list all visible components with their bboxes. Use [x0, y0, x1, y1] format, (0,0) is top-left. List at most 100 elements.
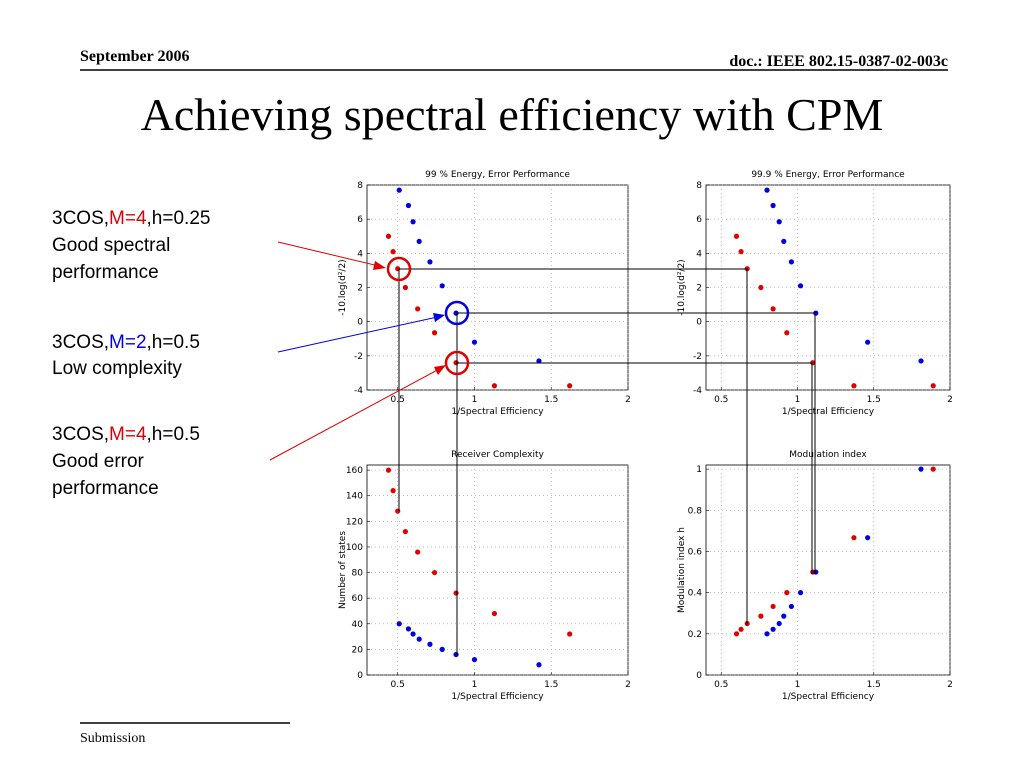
point	[810, 360, 816, 366]
point	[416, 636, 422, 642]
header-date: September 2006	[80, 48, 189, 65]
y-tick-label: 0	[357, 318, 363, 328]
point	[813, 569, 819, 575]
point	[764, 631, 770, 637]
point	[567, 383, 573, 389]
x-tick-label: 1	[795, 395, 801, 405]
y-axis-label: -10.log(d²/2)	[677, 259, 687, 315]
plot-area	[366, 184, 629, 391]
point	[781, 238, 787, 244]
y-axis-label: -10.log(d²/2)	[338, 259, 348, 315]
x-axis-label: 1/Spectral Efficiency	[451, 692, 544, 702]
point	[395, 508, 401, 514]
y-tick-label: 4	[357, 249, 363, 259]
point	[738, 626, 744, 632]
x-tick-label: 0.5	[391, 680, 405, 690]
point	[733, 233, 740, 239]
point	[776, 219, 782, 225]
x-tick-label: 1.5	[544, 680, 558, 690]
point	[402, 284, 408, 291]
arrow-head	[433, 313, 445, 322]
y-tick-label: 1	[696, 465, 702, 475]
y-axis-label: Number of states	[338, 531, 348, 609]
x-tick-label: 0.5	[391, 395, 405, 405]
point	[851, 383, 857, 389]
point	[567, 631, 573, 637]
y-tick-label: 2	[696, 284, 702, 294]
y-tick-label: -4	[354, 386, 363, 396]
y-tick-label: 0.6	[688, 547, 703, 557]
x-axis-label: 1/Spectral Efficiency	[782, 692, 875, 702]
chart-title: 99.9 % Energy, Error Performance	[751, 170, 905, 180]
y-tick-label: 120	[346, 517, 363, 527]
x-tick-label: 2	[947, 680, 953, 690]
point	[385, 467, 392, 473]
point	[410, 219, 416, 225]
x-tick-label: 0.5	[714, 395, 728, 405]
y-tick-label: 0.4	[688, 589, 703, 599]
plot-area	[705, 464, 951, 676]
x-tick-label: 1	[472, 680, 478, 690]
annotation: Good spectral	[52, 235, 170, 256]
highlight-circle	[386, 256, 412, 282]
chart-title: Modulation index	[789, 450, 867, 460]
x-tick-label: 1	[472, 395, 478, 405]
arrow-head	[434, 365, 446, 375]
point	[733, 631, 740, 637]
point	[390, 488, 396, 494]
y-tick-label: -2	[354, 352, 363, 362]
x-tick-label: 2	[625, 680, 631, 690]
chart-title: Receiver Complexity	[451, 450, 544, 460]
y-tick-label: 8	[357, 181, 363, 191]
point	[536, 662, 542, 668]
point	[390, 249, 396, 255]
point	[758, 613, 764, 619]
highlight-circle	[444, 350, 470, 376]
x-tick-label: 1.5	[544, 395, 558, 405]
point	[431, 330, 438, 336]
point	[416, 238, 422, 244]
y-tick-label: 0	[357, 671, 363, 681]
point	[439, 646, 445, 652]
annotation: performance	[52, 262, 159, 283]
y-tick-label: 0.8	[688, 506, 703, 516]
point	[770, 202, 776, 209]
x-tick-label: 2	[947, 395, 953, 405]
point	[918, 358, 924, 364]
annotation: 3COS,M=4,h=0.5	[52, 424, 200, 445]
x-tick-label: 1	[795, 680, 801, 690]
x-axis-label: 1/Spectral Efficiency	[451, 407, 544, 417]
point	[415, 306, 421, 312]
x-tick-label: 1.5	[867, 395, 881, 405]
y-tick-label: 6	[357, 215, 363, 225]
point	[784, 590, 790, 596]
annotation: Low complexity	[52, 358, 182, 379]
x-axis-label: 1/Spectral Efficiency	[782, 407, 875, 417]
point	[764, 187, 770, 193]
annotation: 3COS,M=4,h=0.25	[52, 208, 210, 229]
arrow-head	[373, 261, 386, 270]
point	[930, 466, 936, 472]
point	[471, 339, 478, 345]
point	[471, 657, 478, 663]
y-tick-label: -2	[693, 352, 702, 362]
header-doc: doc.: IEEE 802.15-0387-02-003c	[729, 53, 948, 70]
point	[770, 306, 776, 312]
footer: Submission	[80, 731, 145, 746]
annotation: Good error	[52, 451, 145, 472]
highlight-circle	[444, 300, 470, 326]
point	[851, 535, 857, 541]
point	[453, 651, 459, 658]
chart: 0.5 1 1.5 2 -4 -2 0 2 4 6 8 99 % Energy, Error Perf…	[338, 170, 631, 417]
x-tick-label: 2	[625, 395, 631, 405]
y-tick-label: 20	[352, 645, 364, 655]
y-tick-label: 6	[696, 215, 702, 225]
point	[431, 569, 438, 576]
y-tick-label: 140	[346, 492, 363, 502]
point	[784, 330, 790, 336]
y-tick-label: 8	[696, 181, 702, 191]
point	[491, 610, 498, 617]
point	[788, 603, 795, 610]
point	[427, 641, 433, 647]
